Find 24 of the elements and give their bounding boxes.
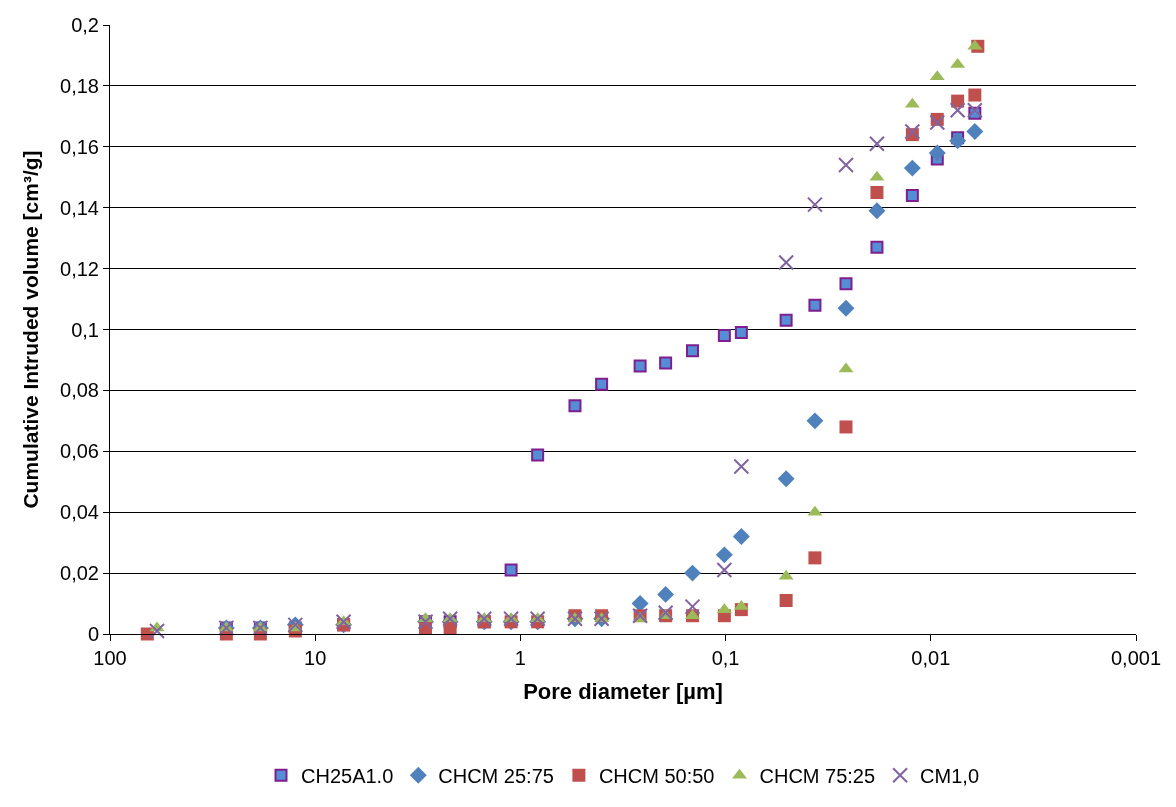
x-tick-label: 100 bbox=[93, 647, 127, 669]
y-axis-title: Cumulative Intruded volume [cm³/g] bbox=[19, 150, 43, 509]
x-tick-label: 0,001 bbox=[1110, 647, 1162, 669]
x-axis-title: Pore diameter [µm] bbox=[523, 678, 723, 704]
y-tick-label: 0,02 bbox=[60, 562, 99, 585]
y-tick-label: 0,06 bbox=[60, 440, 99, 463]
y-tick-label: 0,1 bbox=[71, 318, 99, 341]
legend-label: CHCM 25:75 bbox=[438, 765, 554, 788]
y-tick-label: 0,08 bbox=[60, 379, 99, 402]
legend-label: CHCM 50:50 bbox=[598, 765, 715, 788]
x-tick-label: 10 bbox=[304, 647, 327, 669]
legend-label: CM1,0 bbox=[920, 765, 980, 788]
y-tick-label: 0,04 bbox=[60, 501, 99, 524]
legend-label: CH25A1.0 bbox=[301, 765, 394, 788]
x-tick-label: 1 bbox=[514, 647, 526, 669]
y-tick-label: 0,16 bbox=[60, 135, 99, 158]
x-tick-label: 0,01 bbox=[911, 647, 951, 669]
y-tick-label: 0,14 bbox=[60, 196, 99, 219]
y-tick-label: 0 bbox=[87, 623, 99, 645]
y-tick-label: 0,18 bbox=[60, 74, 99, 97]
x-tick-label: 0,1 bbox=[711, 647, 740, 669]
y-tick-label: 0,12 bbox=[60, 257, 99, 280]
y-tick-label: 0,2 bbox=[71, 14, 99, 36]
legend-label: CHCM 75:25 bbox=[759, 765, 876, 788]
